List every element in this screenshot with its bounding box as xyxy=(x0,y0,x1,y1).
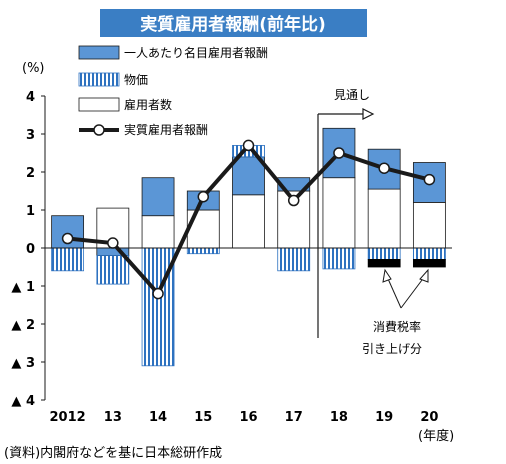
forecast-arrowhead xyxy=(362,108,375,120)
y-tick-label: 4 xyxy=(26,90,35,105)
bar-price xyxy=(367,247,401,260)
source-note: (資料)内閣府などを基に日本総研作成 xyxy=(4,445,222,461)
bars xyxy=(45,127,452,367)
y-unit-label: (%) xyxy=(22,61,45,76)
bar-employees xyxy=(322,177,356,249)
tax-label-line2: 引き上げ分 xyxy=(362,342,422,356)
point-real xyxy=(287,194,300,207)
point-real xyxy=(242,139,255,152)
x-tick-label: 16 xyxy=(239,410,257,425)
x-axis-labels: 2012 13 14 15 16 17 18 19 20 xyxy=(50,410,439,425)
y-tick-label: ▲ 4 xyxy=(11,394,35,409)
legend-label-price: 物価 xyxy=(124,73,148,87)
x-tick-label: 19 xyxy=(375,410,393,425)
point-real xyxy=(61,232,74,245)
y-tick-label: 0 xyxy=(26,242,35,257)
y-axis: 4 3 2 1 0 ▲ 1 ▲ 2 ▲ 3 ▲ 4 xyxy=(11,90,46,409)
legend-swatch-employees xyxy=(78,97,120,112)
bar-employees xyxy=(141,215,175,249)
y-tick-label: 3 xyxy=(26,128,35,143)
legend-swatch-nominal xyxy=(78,45,120,60)
bar-price xyxy=(277,247,311,272)
bar-employees xyxy=(186,209,220,249)
tax-label-line1: 消費税率 xyxy=(373,319,421,334)
point-real xyxy=(378,162,390,174)
legend-label-nominal: 一人あたり名目雇用者報酬 xyxy=(124,45,268,60)
legend-label-employees: 雇用者数 xyxy=(124,97,172,112)
bar-employees xyxy=(232,194,265,249)
bar-price xyxy=(412,247,446,260)
tax-arrowhead-20 xyxy=(419,268,429,283)
y-tick-label: ▲ 3 xyxy=(11,356,35,371)
bar-price xyxy=(186,247,220,255)
y-tick-label: 2 xyxy=(26,166,35,181)
bar-price xyxy=(96,255,130,285)
legend-marker-real xyxy=(93,124,105,136)
bar-nominal xyxy=(141,177,175,217)
bar-tax xyxy=(412,258,446,268)
legend: 一人あたり名目雇用者報酬 物価 雇用者数 実質雇用者報酬 xyxy=(78,45,268,137)
x-tick-label: 2012 xyxy=(50,410,86,425)
chart-title: 実質雇用者報酬(前年比) xyxy=(140,14,326,35)
x-tick-label: 18 xyxy=(330,410,348,425)
point-real xyxy=(152,287,164,300)
x-tick-label: 13 xyxy=(104,410,122,425)
point-real xyxy=(107,237,119,249)
title-banner xyxy=(100,9,367,37)
x-tick-label: 15 xyxy=(194,410,212,425)
bar-employees xyxy=(367,188,401,249)
x-axis-unit: (年度) xyxy=(418,428,454,444)
x-tick-label: 14 xyxy=(149,410,167,425)
bar-nominal xyxy=(232,156,265,196)
bar-price xyxy=(322,247,356,270)
bar-tax xyxy=(367,258,401,268)
y-tick-label: ▲ 2 xyxy=(11,318,35,333)
point-real xyxy=(333,147,345,159)
legend-label-real: 実質雇用者報酬 xyxy=(124,122,208,137)
x-tick-label: 20 xyxy=(420,410,438,425)
forecast-label: 見通し xyxy=(334,88,370,102)
point-real xyxy=(197,190,210,203)
point-real xyxy=(423,173,436,186)
y-tick-label: 1 xyxy=(26,204,35,219)
tax-arrowhead-19 xyxy=(382,268,392,283)
bar-employees xyxy=(412,201,446,249)
x-tick-label: 17 xyxy=(285,410,303,425)
legend-swatch-price xyxy=(78,72,120,87)
bar-price xyxy=(51,247,85,272)
y-tick-label: ▲ 1 xyxy=(11,280,35,295)
